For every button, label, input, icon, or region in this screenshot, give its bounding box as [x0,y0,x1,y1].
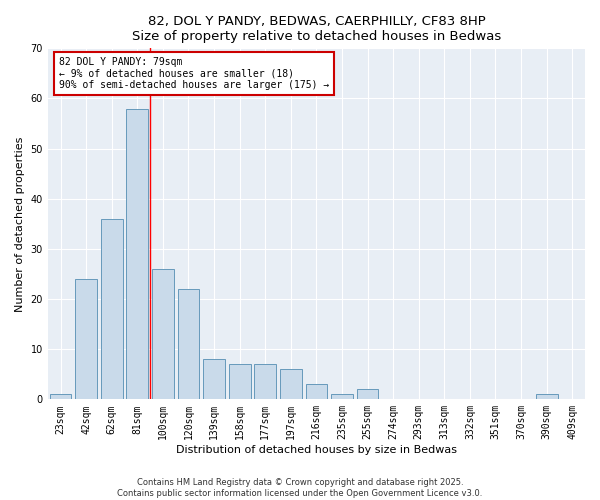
Bar [178,289,199,400]
Bar [127,108,148,400]
Text: 82 DOL Y PANDY: 79sqm
← 9% of detached houses are smaller (18)
90% of semi-detac: 82 DOL Y PANDY: 79sqm ← 9% of detached h… [59,57,329,90]
Bar [75,279,97,400]
Bar [305,384,327,400]
Bar [50,394,71,400]
X-axis label: Distribution of detached houses by size in Bedwas: Distribution of detached houses by size … [176,445,457,455]
Bar [280,369,302,400]
Bar [101,219,122,400]
Bar [203,359,225,400]
Title: 82, DOL Y PANDY, BEDWAS, CAERPHILLY, CF83 8HP
Size of property relative to detac: 82, DOL Y PANDY, BEDWAS, CAERPHILLY, CF8… [132,15,501,43]
Text: Contains HM Land Registry data © Crown copyright and database right 2025.
Contai: Contains HM Land Registry data © Crown c… [118,478,482,498]
Bar [152,269,174,400]
Bar [254,364,276,400]
Bar [229,364,251,400]
Bar [536,394,557,400]
Bar [331,394,353,400]
Bar [356,390,379,400]
Y-axis label: Number of detached properties: Number of detached properties [15,136,25,312]
